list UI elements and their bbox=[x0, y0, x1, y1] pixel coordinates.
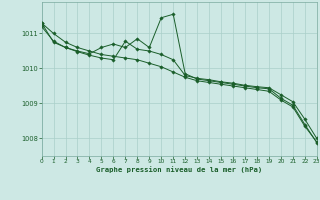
X-axis label: Graphe pression niveau de la mer (hPa): Graphe pression niveau de la mer (hPa) bbox=[96, 167, 262, 173]
